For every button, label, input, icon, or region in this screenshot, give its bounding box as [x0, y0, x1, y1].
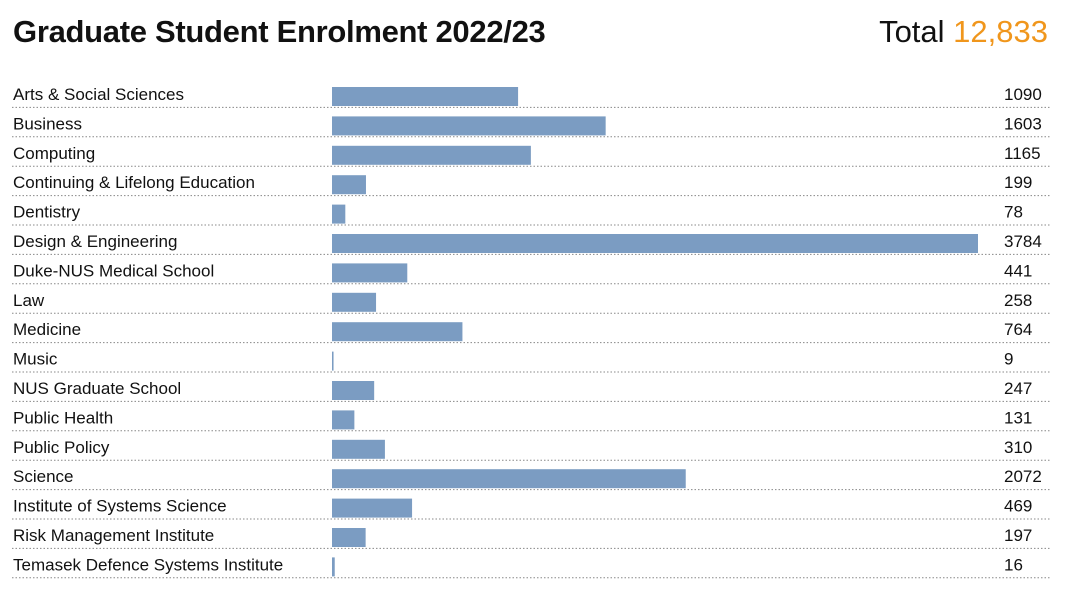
bar [332, 557, 335, 577]
bar [332, 381, 375, 400]
value-label: 78 [1004, 203, 1023, 222]
chart-row: Continuing & Lifelong Education 199 [12, 173, 1050, 197]
category-label: NUS Graduate School [13, 379, 181, 398]
bar [332, 528, 366, 547]
category-label: Arts & Social Sciences [13, 85, 184, 104]
bar [332, 263, 408, 283]
value-label: 310 [1004, 438, 1032, 457]
chart-title: Graduate Student Enrolment 2022/23 [13, 14, 546, 49]
value-label: 197 [1004, 526, 1032, 545]
chart-row: Arts & Social Sciences 1090 [12, 85, 1050, 108]
value-label: 9 [1004, 350, 1013, 369]
value-label: 199 [1004, 173, 1032, 192]
total-summary: Total 12,833 [879, 14, 1048, 50]
category-label: Duke-NUS Medical School [13, 261, 214, 280]
value-label: 258 [1004, 291, 1032, 310]
bar [332, 410, 355, 430]
chart-row: Risk Management Institute 197 [12, 526, 1050, 549]
category-label: Dentistry [13, 203, 81, 222]
chart-row: Business 1603 [12, 114, 1050, 138]
value-label: 1090 [1004, 85, 1042, 104]
chart-row: Computing 1165 [12, 144, 1050, 167]
category-label: Computing [13, 144, 95, 163]
total-label: Total [879, 14, 945, 49]
bar [332, 116, 606, 136]
chart-row: Music 9 [12, 350, 1050, 373]
value-label: 131 [1004, 408, 1032, 427]
bar [332, 175, 366, 195]
category-label: Continuing & Lifelong Education [13, 173, 255, 192]
category-label: Public Policy [13, 438, 110, 457]
chart-row: Design & Engineering 3784 [12, 232, 1050, 255]
chart-row: NUS Graduate School 247 [12, 379, 1050, 402]
chart-row: Law 258 [12, 291, 1050, 314]
category-label: Music [13, 350, 58, 369]
chart-row: Science 2072 [12, 467, 1050, 491]
bar [332, 145, 531, 165]
bar [332, 322, 463, 342]
chart-row: Medicine 764 [12, 320, 1050, 344]
value-label: 1165 [1004, 144, 1041, 163]
chart-row: Duke-NUS Medical School 441 [12, 261, 1050, 285]
category-label: Medicine [13, 320, 81, 339]
chart-row: Temasek Defence Systems Institute 16 [12, 555, 1050, 579]
category-label: Risk Management Institute [13, 526, 214, 545]
value-label: 2072 [1004, 467, 1042, 486]
bar [332, 351, 334, 371]
value-label: 469 [1004, 497, 1032, 516]
chart-row: Public Policy 310 [12, 438, 1050, 461]
category-label: Law [13, 291, 45, 310]
value-label: 441 [1004, 261, 1032, 280]
category-label: Business [13, 114, 82, 133]
value-label: 3784 [1004, 232, 1042, 251]
value-label: 16 [1004, 555, 1023, 574]
bar [332, 204, 346, 224]
value-label: 764 [1004, 320, 1032, 339]
category-label: Institute of Systems Science [13, 497, 227, 516]
chart-row: Dentistry 78 [12, 203, 1050, 226]
bar [332, 234, 978, 253]
category-label: Public Health [13, 408, 113, 427]
total-value: 12,833 [953, 14, 1048, 49]
chart-row: Public Health 131 [12, 408, 1050, 432]
bar [332, 87, 519, 106]
category-label: Temasek Defence Systems Institute [13, 555, 283, 574]
chart-row: Institute of Systems Science 469 [12, 497, 1050, 520]
bar [332, 498, 413, 518]
bar [332, 439, 385, 459]
bar [332, 292, 377, 312]
category-label: Design & Engineering [13, 232, 177, 251]
value-label: 1603 [1004, 114, 1042, 133]
value-label: 247 [1004, 379, 1032, 398]
bar [332, 469, 686, 489]
category-label: Science [13, 467, 73, 486]
